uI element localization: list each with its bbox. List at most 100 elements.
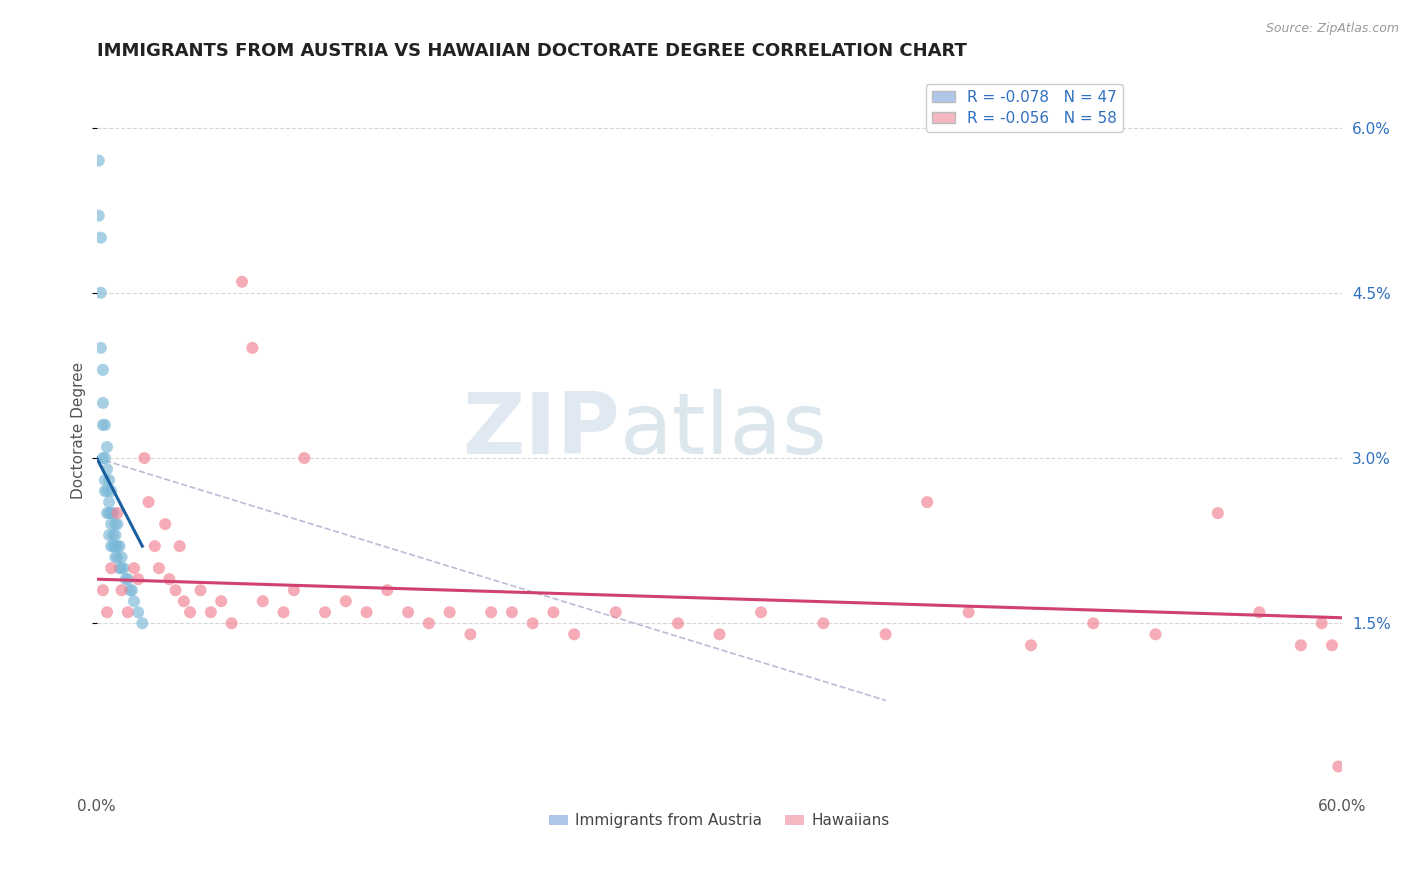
Point <box>173 594 195 608</box>
Point <box>100 506 122 520</box>
Point <box>96 462 118 476</box>
Point <box>121 583 143 598</box>
Point <box>103 506 125 520</box>
Point <box>114 572 136 586</box>
Point <box>91 363 114 377</box>
Point <box>87 209 110 223</box>
Point <box>418 616 440 631</box>
Point <box>209 594 232 608</box>
Point <box>200 605 222 619</box>
Point <box>108 539 131 553</box>
Point <box>103 528 125 542</box>
Point <box>91 450 114 465</box>
Point <box>356 605 378 619</box>
Point <box>131 616 153 631</box>
Point <box>127 605 149 619</box>
Point <box>103 539 125 553</box>
Text: Source: ZipAtlas.com: Source: ZipAtlas.com <box>1265 22 1399 36</box>
Point <box>1320 638 1343 652</box>
Y-axis label: Doctorate Degree: Doctorate Degree <box>72 362 86 499</box>
Point <box>112 561 135 575</box>
Point <box>501 605 523 619</box>
Point <box>100 484 122 499</box>
Point <box>1249 605 1271 619</box>
Point <box>107 506 129 520</box>
Point <box>605 605 627 619</box>
Point <box>107 539 129 553</box>
Point <box>107 517 129 532</box>
Point <box>117 605 139 619</box>
Point <box>96 440 118 454</box>
Text: ZIP: ZIP <box>463 389 620 472</box>
Point <box>96 506 118 520</box>
Point <box>98 473 121 487</box>
Point <box>98 506 121 520</box>
Point <box>104 539 127 553</box>
Point <box>165 583 187 598</box>
Point <box>179 605 201 619</box>
Point <box>439 605 461 619</box>
Point <box>98 528 121 542</box>
Legend: Immigrants from Austria, Hawaiians: Immigrants from Austria, Hawaiians <box>543 807 896 835</box>
Point <box>138 495 160 509</box>
Point <box>273 605 295 619</box>
Point <box>396 605 419 619</box>
Point <box>117 572 139 586</box>
Point <box>143 539 166 553</box>
Point <box>543 605 565 619</box>
Point <box>94 484 117 499</box>
Point <box>153 517 176 532</box>
Point <box>1144 627 1167 641</box>
Point <box>335 594 357 608</box>
Point <box>1206 506 1229 520</box>
Point <box>1310 616 1333 631</box>
Point <box>104 517 127 532</box>
Point <box>96 484 118 499</box>
Point <box>94 417 117 432</box>
Point <box>104 528 127 542</box>
Point <box>127 572 149 586</box>
Point <box>915 495 938 509</box>
Point <box>479 605 502 619</box>
Point <box>314 605 336 619</box>
Point <box>169 539 191 553</box>
Point <box>94 450 117 465</box>
Point <box>110 550 132 565</box>
Point <box>813 616 835 631</box>
Point <box>110 583 132 598</box>
Point <box>749 605 772 619</box>
Point <box>1083 616 1105 631</box>
Point <box>122 594 145 608</box>
Point <box>91 583 114 598</box>
Point <box>252 594 274 608</box>
Point <box>100 539 122 553</box>
Text: atlas: atlas <box>620 389 828 472</box>
Point <box>91 396 114 410</box>
Point <box>522 616 544 631</box>
Point <box>375 583 398 598</box>
Point <box>148 561 170 575</box>
Point <box>666 616 689 631</box>
Point <box>100 517 122 532</box>
Point <box>94 473 117 487</box>
Point <box>1327 759 1350 773</box>
Point <box>87 153 110 168</box>
Text: IMMIGRANTS FROM AUSTRIA VS HAWAIIAN DOCTORATE DEGREE CORRELATION CHART: IMMIGRANTS FROM AUSTRIA VS HAWAIIAN DOCT… <box>97 42 966 60</box>
Point <box>562 627 585 641</box>
Point <box>107 550 129 565</box>
Point <box>1289 638 1312 652</box>
Point <box>221 616 243 631</box>
Point <box>231 275 253 289</box>
Point <box>292 450 315 465</box>
Point <box>90 341 112 355</box>
Point <box>110 561 132 575</box>
Point <box>90 230 112 244</box>
Point <box>100 561 122 575</box>
Point <box>283 583 305 598</box>
Point <box>91 417 114 432</box>
Point <box>875 627 897 641</box>
Point <box>96 605 118 619</box>
Point <box>122 561 145 575</box>
Point <box>190 583 212 598</box>
Point <box>157 572 180 586</box>
